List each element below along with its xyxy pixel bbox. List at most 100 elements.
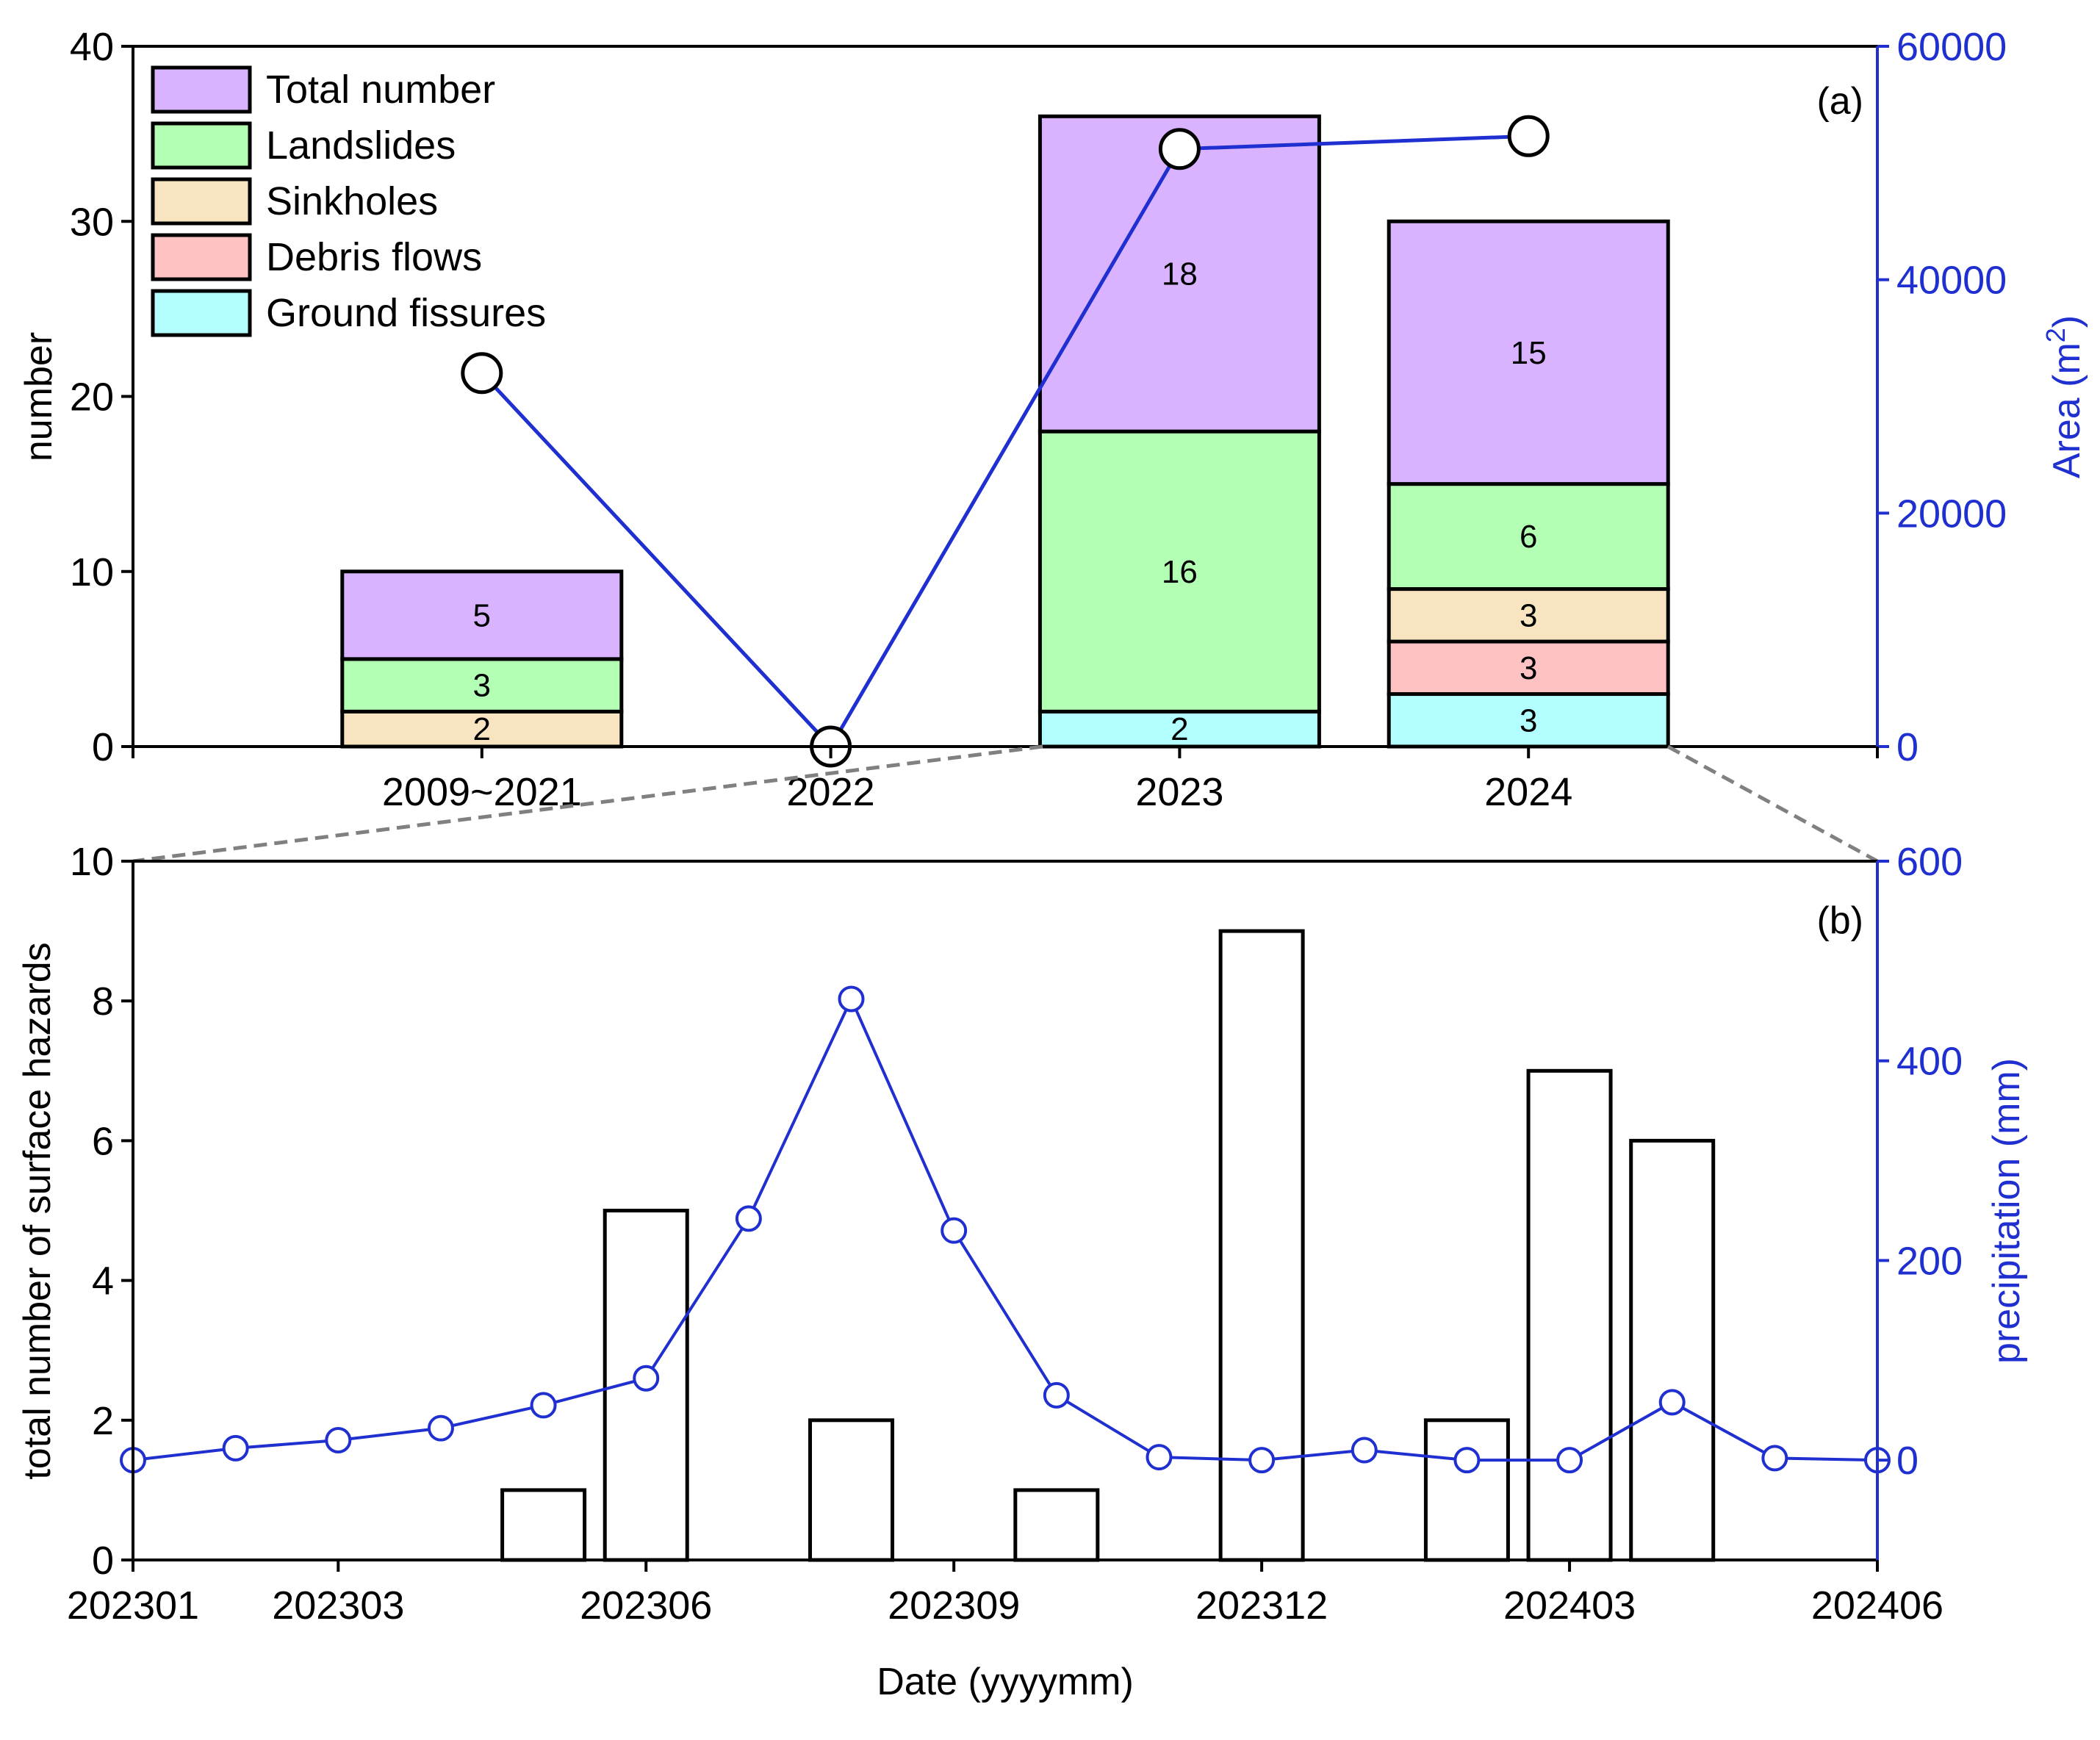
precip-line [132, 995, 1878, 1462]
panel-a-ylabel: number [18, 332, 60, 461]
precip-point-202312 [1248, 1447, 1276, 1474]
legend-swatch-sinkholes [151, 177, 252, 226]
area-point-2009~2021 [461, 352, 503, 395]
panel-a-tag: (a) [1816, 80, 1863, 123]
panel-b-precip-line [120, 985, 1891, 1474]
precip-point-202405 [1761, 1445, 1788, 1472]
legend-label-fissures: Ground fissures [266, 291, 546, 335]
precip-point-202302 [222, 1434, 249, 1462]
legend-swatch-landslides [151, 121, 252, 170]
a-y2tick-label-40000: 40000 [1896, 259, 2007, 303]
b-ytick-label-6: 6 [92, 1119, 114, 1163]
panel-a-y2label-tail: ) [2046, 315, 2088, 328]
b-y2tick-label-600: 600 [1896, 840, 1963, 884]
b-ytick-label-8: 8 [92, 979, 114, 1024]
panel-a-axes: 0 10 20 30 40 0 20000 40000 60000 2009~2021 2022 20… [70, 25, 2007, 814]
a-xtick-label-2024: 2024 [1484, 770, 1572, 814]
zoom-connector-left [132, 744, 1043, 863]
hazard-bar-202305 [500, 1488, 587, 1562]
bar-label-sinkholes-3: 3 [1520, 597, 1537, 633]
bar-label-landslides-3: 6 [1520, 519, 1537, 555]
legend-label-landslides: Landslides [266, 123, 456, 168]
bar-debris-2024 [1387, 639, 1670, 697]
precip-point-202306 [633, 1365, 660, 1392]
b-ytick-label-0: 0 [92, 1539, 114, 1583]
panel-b-y2label: precipitation (mm) [1985, 1058, 2028, 1364]
bar-label-total-2: 18 [1162, 256, 1198, 292]
bar-label-fissures-3: 3 [1520, 702, 1537, 738]
bar-label-sinkholes-0: 2 [473, 711, 491, 747]
a-xtick-label-2022: 2022 [787, 770, 875, 814]
precip-point-202303 [325, 1426, 352, 1453]
legend-swatch-debris [151, 233, 252, 281]
bar-total-2009~2021 [340, 569, 624, 661]
a-y2tick-label-0: 0 [1896, 725, 1919, 769]
panel-b-xlabel: Date (yyyymm) [877, 1661, 1134, 1703]
panel-b-axes: 0 2 4 6 8 10 0 200 400 600 202301 202303 202306 20230… [67, 840, 1963, 1628]
b-ytick-label-10: 10 [70, 840, 114, 884]
b-y2tick-label-0: 0 [1896, 1439, 1919, 1483]
precip-point-202401 [1351, 1437, 1378, 1464]
bar-total-2024 [1387, 219, 1670, 486]
hazard-bar-202404 [1629, 1138, 1716, 1562]
panel-a: 2 3 5 2 16 18 3 3 3 6 15 0 10 20 30 40 0 20000 40000 60000… [18, 25, 2088, 814]
b-xtick-label-202301: 202301 [67, 1583, 199, 1628]
b-xtick-label-202309: 202309 [888, 1583, 1020, 1628]
legend-swatch-total [151, 65, 252, 114]
panel-a-y2label: Area (m2) [2040, 315, 2088, 478]
hazard-bar-202403 [1526, 1068, 1613, 1562]
precip-point-202307 [735, 1205, 762, 1232]
a-ytick-label-20: 20 [70, 375, 114, 420]
precip-point-202308 [838, 985, 865, 1013]
panel-b-bars [500, 929, 1716, 1562]
b-xtick-label-202306: 202306 [580, 1583, 712, 1628]
area-point-2024 [1507, 115, 1550, 157]
bar-label-total-0: 5 [473, 597, 491, 633]
legend-swatch-fissures [151, 289, 252, 337]
panel-a-area-line [461, 115, 1550, 768]
b-y2tick-label-200: 200 [1896, 1239, 1963, 1283]
a-ytick-label-10: 10 [70, 550, 114, 594]
panel-b-frame [132, 860, 1879, 1561]
panel-b-ylabel: total number of surface hazards [16, 942, 59, 1479]
area-line [480, 134, 1529, 750]
a-y2tick-label-20000: 20000 [1896, 492, 2007, 536]
legend-label-debris: Debris flows [266, 235, 482, 279]
precip-point-202310 [1043, 1381, 1070, 1409]
panel-a-legend: Total number Landslides Sinkholes Debris fl… [151, 65, 546, 337]
hazard-bar-202402 [1423, 1418, 1510, 1562]
a-xtick-label-2009~2021: 2009~2021 [382, 770, 582, 814]
zoom-connector-right [1666, 744, 1879, 863]
b-xtick-label-202403: 202403 [1503, 1583, 1636, 1628]
precip-point-202403 [1556, 1447, 1583, 1474]
bar-label-total-3: 15 [1511, 335, 1547, 371]
precip-point-202402 [1453, 1447, 1481, 1474]
precip-point-202305 [530, 1392, 557, 1419]
precip-point-202304 [427, 1414, 454, 1442]
panel-b: 0 2 4 6 8 10 0 200 400 600 202301 202303 202306 20230… [16, 840, 2028, 1703]
bar-fissures-2023 [1038, 709, 1321, 749]
a-xtick-label-2023: 2023 [1135, 770, 1223, 814]
legend-label-total: Total number [266, 68, 495, 112]
b-ytick-label-2: 2 [92, 1399, 114, 1443]
bar-label-landslides-2: 16 [1162, 554, 1198, 590]
a-y2tick-label-60000: 60000 [1896, 25, 2007, 69]
bar-label-debris-3: 3 [1520, 650, 1537, 686]
panel-a-y2label-base: Area (m [2046, 342, 2088, 478]
panel-b-tag: (b) [1816, 899, 1863, 942]
legend-label-sinkholes: Sinkholes [266, 179, 438, 223]
bar-landslides-2023 [1038, 429, 1321, 713]
precip-point-202309 [941, 1217, 968, 1244]
precip-point-202311 [1146, 1444, 1173, 1471]
b-xtick-label-202303: 202303 [272, 1583, 404, 1628]
hazard-bar-202308 [808, 1418, 895, 1562]
b-xtick-label-202406: 202406 [1811, 1583, 1943, 1628]
b-ytick-label-4: 4 [92, 1259, 114, 1304]
precip-point-202404 [1658, 1389, 1686, 1416]
a-ytick-label-40: 40 [70, 25, 114, 69]
area-point-2023 [1158, 128, 1201, 170]
bar-landslides-2024 [1387, 482, 1670, 592]
bar-sinkholes-2024 [1387, 587, 1670, 644]
b-xtick-label-202312: 202312 [1195, 1583, 1328, 1628]
